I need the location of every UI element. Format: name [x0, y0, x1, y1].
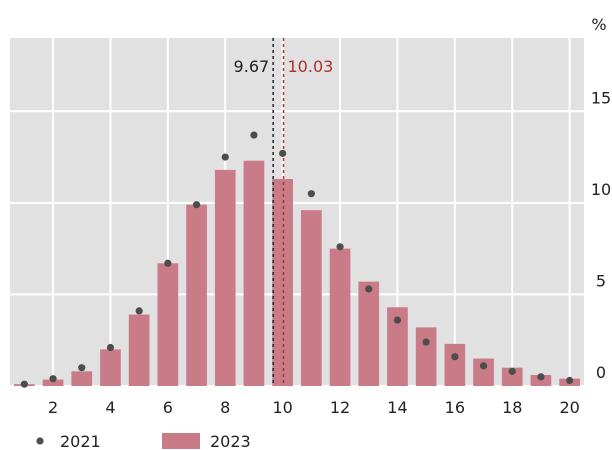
- point-2021: [221, 153, 229, 161]
- bar-2023: [387, 307, 408, 386]
- legend-label-2023: 2023: [210, 432, 251, 450]
- bar-2023: [42, 379, 64, 386]
- x-tick-label: 16: [445, 398, 465, 417]
- bar-2023: [444, 343, 466, 386]
- bar-2023: [329, 248, 351, 386]
- bar-2023: [186, 204, 207, 386]
- legend-label-2021: 2021: [60, 432, 101, 450]
- x-tick-label: 6: [163, 398, 173, 417]
- bar-2023: [128, 314, 150, 386]
- x-tick-label: 8: [220, 398, 230, 417]
- bar-2023: [530, 375, 552, 386]
- points-2021: [20, 131, 574, 388]
- point-2021: [451, 353, 459, 361]
- point-2021: [393, 316, 402, 324]
- x-tick-label: 12: [330, 398, 350, 417]
- point-2021: [508, 367, 516, 375]
- x-tick-label: 18: [502, 398, 522, 417]
- point-2021: [365, 285, 373, 293]
- legend-swatch-2023: [162, 433, 200, 449]
- plot-background: [10, 38, 584, 386]
- y-tick-label: 0: [596, 363, 606, 382]
- y-tick-label: 15: [591, 88, 611, 107]
- y-tick-label: 5: [596, 271, 606, 290]
- point-2021: [78, 364, 86, 372]
- bar-2023: [243, 160, 265, 386]
- bar-2023: [301, 210, 322, 386]
- x-tick-label: 20: [559, 398, 579, 417]
- bar-2023: [358, 281, 380, 386]
- bars-2023: [14, 160, 580, 386]
- legend-marker-2021: [36, 437, 44, 445]
- x-tick-labels: 2 4 6 8 10 12 14 16 18 20: [48, 398, 580, 417]
- reference-label: 9.67: [234, 57, 270, 76]
- point-2021: [566, 376, 574, 385]
- bar-2023: [272, 179, 293, 386]
- point-2021: [20, 380, 28, 388]
- x-tick-label: 2: [48, 398, 58, 417]
- bar-2023: [415, 327, 437, 386]
- point-2021: [49, 375, 57, 383]
- legend: 2021 2023: [36, 432, 251, 450]
- y-unit-label: %: [591, 15, 606, 34]
- point-2021: [279, 149, 287, 157]
- reference-label: 10.03: [288, 57, 334, 76]
- bar-2023: [71, 371, 93, 386]
- bar-2023: [214, 169, 236, 386]
- point-2021: [135, 307, 143, 315]
- bar-2023: [501, 367, 523, 386]
- point-2021: [479, 362, 488, 370]
- point-2021: [164, 259, 172, 267]
- x-tick-label: 10: [272, 398, 292, 417]
- y-tick-label: 10: [591, 180, 611, 199]
- bar-2023: [473, 358, 494, 386]
- x-tick-label: 4: [105, 398, 115, 417]
- point-2021: [192, 201, 201, 209]
- reference-lines: 9.67 10.03: [234, 38, 334, 386]
- point-2021: [422, 338, 430, 346]
- point-2021: [537, 373, 545, 381]
- x-tick-label: 14: [387, 398, 407, 417]
- point-2021: [106, 343, 115, 352]
- point-2021: [307, 190, 315, 198]
- bar-2023: [100, 349, 121, 386]
- bar-2023: [157, 263, 179, 386]
- point-2021: [336, 243, 344, 251]
- y-tick-labels: 0 5 10 15: [591, 88, 611, 382]
- point-2021: [250, 131, 258, 139]
